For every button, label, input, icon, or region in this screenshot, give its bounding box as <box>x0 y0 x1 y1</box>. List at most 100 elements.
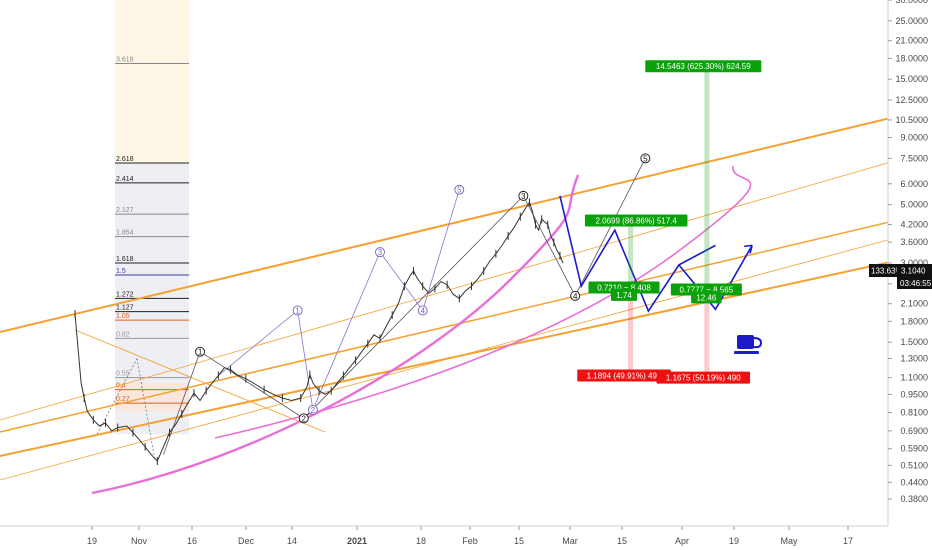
descending-trend-line[interactable] <box>74 329 326 433</box>
cup-handle <box>753 337 763 349</box>
y-tick-label: 25.0000 <box>895 16 928 26</box>
channel-lower-line[interactable] <box>0 252 932 457</box>
wave-count-label: 4 <box>573 292 578 301</box>
fib-extension-tool[interactable]: 3.618 2.618 2.414 2.127 1.854 1.618 1.5 1.272 1.… <box>96 57 189 462</box>
price-badge-price: 3.1040 <box>901 267 926 276</box>
y-tick-label: 3.6000 <box>900 237 928 247</box>
wave-count-label: 3 <box>378 248 383 257</box>
price-badge-countdown-bg <box>897 277 932 289</box>
price-badge-pct-bg <box>869 264 897 277</box>
entry-target-label: 1.74 <box>616 291 632 300</box>
wave-count-lines[interactable] <box>163 158 646 455</box>
growth-arcs[interactable] <box>91 165 752 495</box>
y-tick-label: 0.9500 <box>900 389 928 399</box>
price-badge-pct: 133.63% <box>871 267 903 276</box>
fib-level-label: 2.414 <box>116 176 134 183</box>
x-tick-label: 18 <box>416 536 426 546</box>
projection-path[interactable] <box>559 195 716 313</box>
y-tick-label: 18.0000 <box>895 53 928 63</box>
x-axis-ticks: 19 Nov 16 Dec 14 2021 18 Feb 15 Mar 15 Apr 19 May 17 <box>87 526 853 546</box>
fib-anchor-line <box>136 358 156 462</box>
fib-level-label: 1.05 <box>116 313 130 320</box>
entry-target-label: 0.7777 ~ 8.565 <box>680 285 734 294</box>
wave-count-marker <box>307 404 318 415</box>
loss-target-box[interactable] <box>656 371 751 384</box>
fib-level-label: 1.272 <box>116 291 134 298</box>
y-tick-label: 2.1000 <box>900 299 928 309</box>
fib-level-label: 1.854 <box>116 230 134 237</box>
x-tick-label: 19 <box>729 536 739 546</box>
x-tick-label: 17 <box>843 536 853 546</box>
wave-count-marker <box>375 247 385 258</box>
cup-saucer <box>734 351 759 354</box>
coffee-cup-icon[interactable] <box>734 335 763 354</box>
entry-target-box[interactable] <box>691 291 722 304</box>
wave-count-marker <box>570 290 581 301</box>
loss-zone-column <box>628 298 634 376</box>
x-axis-panel[interactable] <box>0 526 888 550</box>
x-tick-label: May <box>780 536 798 546</box>
wave-count-label: 3 <box>521 192 526 201</box>
wave-count-label: 4 <box>420 306 425 315</box>
y-tick-label: 1.8000 <box>900 316 928 326</box>
projection-path[interactable] <box>559 195 753 313</box>
x-tick-label: 15 <box>617 536 627 546</box>
channel-inner-line[interactable] <box>0 149 932 421</box>
entry-target-box[interactable] <box>670 283 742 296</box>
wave-count-marker <box>195 346 206 357</box>
y-tick-label: 3.0000 <box>900 258 928 268</box>
price-series <box>74 198 564 465</box>
trend-channels[interactable] <box>0 107 932 481</box>
loss-target-label: 1.1675 (50.19%) 490 <box>666 374 741 383</box>
channel-upper-line[interactable] <box>0 107 932 333</box>
wave-count-label: 2 <box>311 406 316 415</box>
y-tick-label: 7.5000 <box>900 153 928 163</box>
y-tick-label: 9.0000 <box>900 133 928 143</box>
entry-target-box[interactable] <box>611 288 637 301</box>
y-tick-label: 1.1000 <box>900 373 928 383</box>
wave-count-label: 2 <box>302 414 307 423</box>
profit-zone-column <box>704 66 710 289</box>
y-tick-label: 4.2000 <box>900 220 928 230</box>
y-axis-panel[interactable] <box>888 0 932 526</box>
fib-level-label: 0.82 <box>116 331 130 338</box>
profit-target-box[interactable] <box>584 214 688 227</box>
entry-target-label: 0.7210 ~ 8.408 <box>597 284 651 293</box>
channel-mid-line[interactable] <box>0 211 932 433</box>
highlight-zones <box>115 0 189 435</box>
primary-wave-line[interactable] <box>163 158 646 455</box>
fib-zone-fill <box>115 382 189 412</box>
secondary-wave-line[interactable] <box>218 189 460 412</box>
projection-path[interactable] <box>678 244 753 311</box>
y-tick-label: 0.8100 <box>900 408 928 418</box>
profit-target-label: 14.5463 (625.30%) 624.59 <box>656 62 751 71</box>
wave-count-marker <box>298 413 309 424</box>
target-boxes[interactable]: 14.5463 (625.30%) 624.59 2.0699 (86.86%) … <box>577 60 762 384</box>
fib-level-label: 1.618 <box>116 256 134 263</box>
fib-level-label: 2.618 <box>116 156 134 163</box>
vertical-highlight-zone <box>115 0 189 164</box>
y-tick-label: 6.0000 <box>900 179 928 189</box>
fib-level-label: 1.127 <box>116 305 134 312</box>
growth-arc-inner[interactable] <box>91 174 580 495</box>
loss-target-box[interactable] <box>577 369 671 382</box>
channel-inner-line[interactable] <box>0 227 932 481</box>
wave-count-label: 5 <box>457 186 462 195</box>
loss-zone-column <box>704 298 710 378</box>
fib-level-label: 3.618 <box>116 57 134 64</box>
x-tick-label: Feb <box>462 536 478 546</box>
y-tick-label: 15.0000 <box>895 74 928 84</box>
fib-level-label: 0.55 <box>116 371 130 378</box>
wave-count-marker <box>292 305 303 316</box>
entry-target-box[interactable] <box>588 281 660 294</box>
cup-body <box>737 335 754 349</box>
x-tick-label: 19 <box>87 536 97 546</box>
y-tick-label: 21.0000 <box>895 36 928 46</box>
x-tick-label: 14 <box>287 536 297 546</box>
wave-count-label: 1 <box>198 348 203 357</box>
x-tick-label: Apr <box>675 536 689 546</box>
profit-target-box[interactable] <box>645 60 762 73</box>
growth-arc-outer[interactable] <box>214 165 752 439</box>
price-badge[interactable]: 133.63% 3.1040 03:46:55 <box>869 264 932 289</box>
